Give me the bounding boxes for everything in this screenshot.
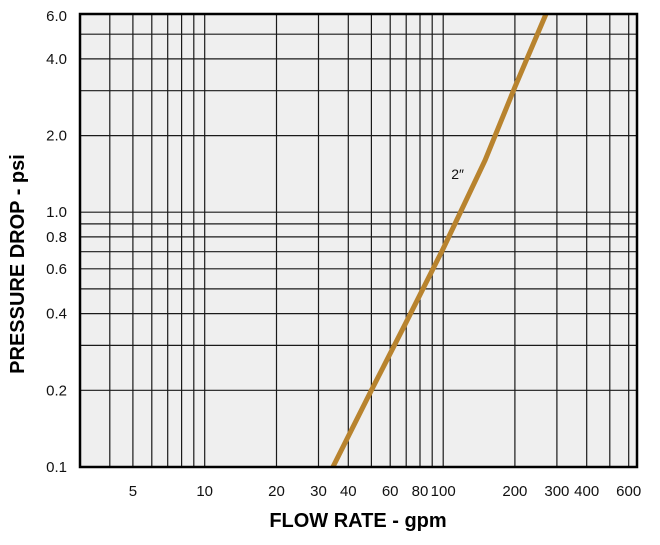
y-tick-label: 2.0 [46,128,67,145]
x-tick-label: 5 [129,483,137,500]
x-tick-labels: 5 10 20 30 40 60 80 100 200 300 400 600 [129,483,641,500]
x-tick-label: 40 [340,483,357,500]
y-tick-label: 0.6 [46,261,67,278]
x-tick-label: 600 [616,483,641,500]
y-tick-labels: 0.1 0.2 0.4 0.6 0.8 1.0 2.0 4.0 6.0 [46,8,67,476]
x-tick-label: 10 [196,483,213,500]
y-tick-label: 0.2 [46,382,67,399]
x-tick-label: 200 [502,483,527,500]
grid-lines [80,13,637,468]
y-axis-title: PRESSURE DROP - psi [7,154,29,374]
x-tick-label: 20 [268,483,285,500]
y-tick-label: 0.1 [46,459,67,476]
x-tick-label: 80 [412,483,429,500]
x-tick-label: 60 [382,483,399,500]
y-tick-label: 0.8 [46,229,67,246]
x-tick-label: 100 [431,483,456,500]
x-tick-label: 300 [544,483,569,500]
y-tick-label: 0.4 [46,306,67,323]
y-tick-label: 1.0 [46,204,67,221]
y-tick-label: 6.0 [46,8,67,25]
series-line [330,13,549,469]
series-lines [330,13,549,469]
x-tick-label: 400 [574,483,599,500]
plot-background [80,14,637,467]
series-label: 2″ [451,166,464,182]
y-tick-label: 4.0 [46,51,67,68]
x-tick-label: 30 [310,483,327,500]
plot-frame [78,12,639,469]
x-axis-title: FLOW RATE - gpm [269,510,446,532]
